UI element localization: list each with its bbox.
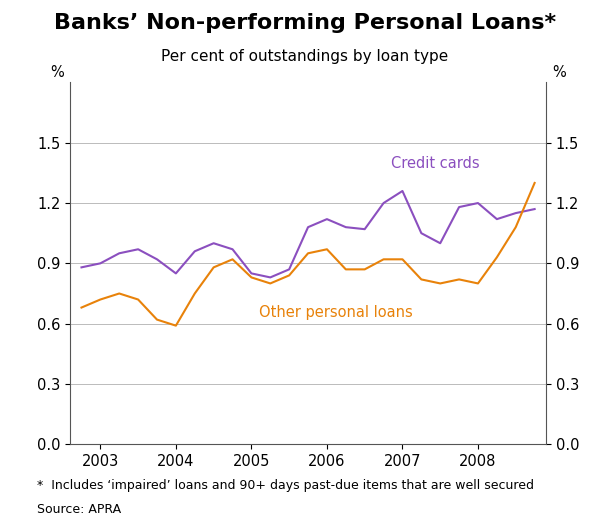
Text: %: % bbox=[50, 65, 64, 80]
Text: Banks’ Non-performing Personal Loans*: Banks’ Non-performing Personal Loans* bbox=[54, 13, 556, 34]
Text: Credit cards: Credit cards bbox=[391, 156, 479, 171]
Text: Other personal loans: Other personal loans bbox=[259, 304, 413, 320]
Text: %: % bbox=[552, 65, 566, 80]
Text: *  Includes ‘impaired’ loans and 90+ days past-due items that are well secured: * Includes ‘impaired’ loans and 90+ days… bbox=[37, 479, 534, 492]
Text: Source: APRA: Source: APRA bbox=[37, 503, 121, 516]
Text: Per cent of outstandings by loan type: Per cent of outstandings by loan type bbox=[162, 49, 448, 64]
